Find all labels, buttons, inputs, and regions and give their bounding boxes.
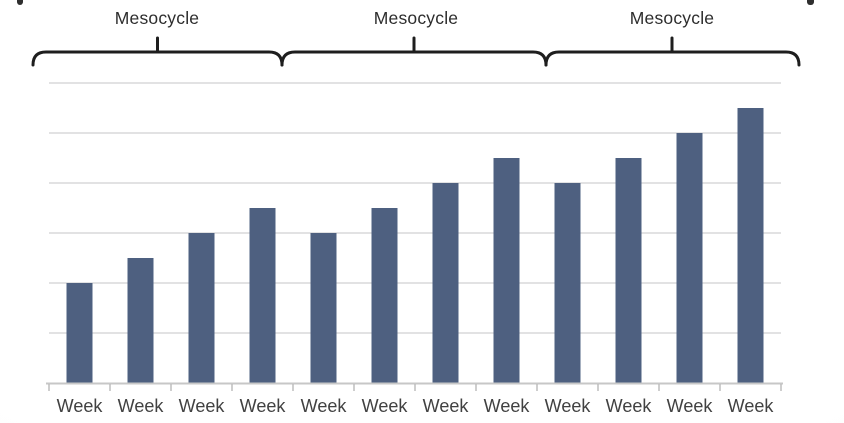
week-label: Week <box>118 396 165 416</box>
bar <box>554 183 581 383</box>
bar <box>676 133 703 383</box>
mesocycle-braces <box>31 36 801 67</box>
bar <box>66 283 93 383</box>
week-label: Week <box>484 396 531 416</box>
week-label: Week <box>179 396 226 416</box>
brace-group <box>31 36 801 67</box>
bar <box>249 208 276 383</box>
mesocycle-label-1: Mesocycle <box>114 8 200 28</box>
bar <box>371 208 398 383</box>
bar <box>432 183 459 383</box>
bar <box>310 233 337 383</box>
bar <box>188 233 215 383</box>
bar <box>737 108 764 383</box>
week-label: Week <box>240 396 287 416</box>
week-label: Week <box>423 396 470 416</box>
mesocycle-label-3: Mesocycle <box>629 8 715 28</box>
week-label: Week <box>57 396 104 416</box>
macrocycle-brace-tip-left-icon <box>17 0 23 5</box>
week-label: Week <box>362 396 409 416</box>
week-label: Week <box>606 396 653 416</box>
bar <box>615 158 642 383</box>
mesocycle-label-2: Mesocycle <box>373 8 459 28</box>
week-label: Week <box>667 396 714 416</box>
week-label: Week <box>728 396 775 416</box>
week-label: Week <box>545 396 592 416</box>
bar <box>127 258 154 383</box>
macrocycle-brace-tip-right-icon <box>807 0 814 5</box>
week-label: Week <box>301 396 348 416</box>
bar <box>493 158 520 383</box>
